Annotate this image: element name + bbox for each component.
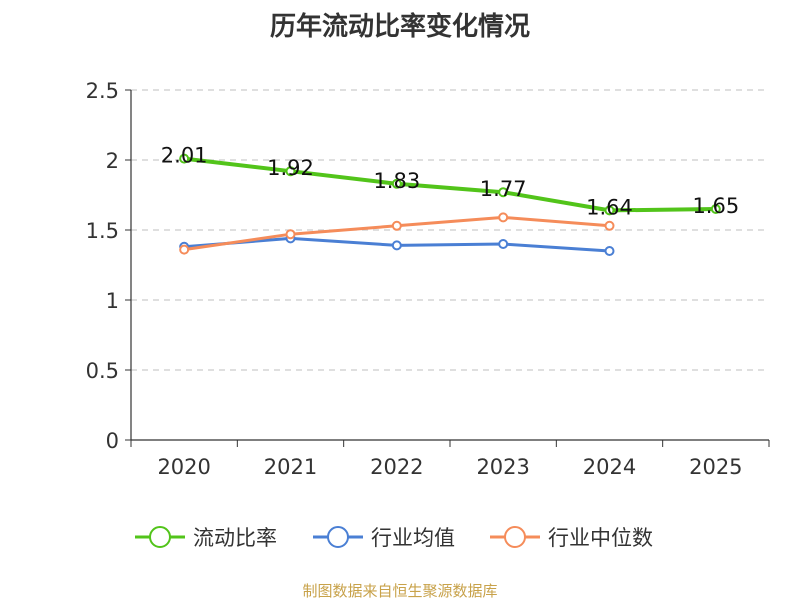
x-tick-label: 2022 xyxy=(370,455,423,479)
data-label: 2.01 xyxy=(161,144,208,168)
data-point xyxy=(391,240,402,251)
data-point xyxy=(498,212,509,223)
x-tick-label: 2024 xyxy=(583,455,636,479)
x-tick-label: 2025 xyxy=(689,455,742,479)
data-label: 1.64 xyxy=(586,195,633,219)
data-point xyxy=(604,220,615,231)
data-point xyxy=(498,187,509,198)
y-tick-label: 2.5 xyxy=(86,79,119,103)
x-tick-label: 2023 xyxy=(476,455,529,479)
legend-label: 行业中位数 xyxy=(548,526,653,550)
data-point xyxy=(604,246,615,256)
y-tick-label: 0 xyxy=(106,429,119,453)
data-point xyxy=(604,205,615,216)
y-tick-label: 2 xyxy=(106,149,119,173)
chart-title: 历年流动比率变化情况 xyxy=(269,12,530,42)
y-tick-label: 1.5 xyxy=(86,219,119,243)
data-label: 1.77 xyxy=(480,177,527,201)
source-note: 制图数据来自恒生聚源数据库 xyxy=(302,582,498,600)
data-point xyxy=(179,244,190,255)
data-label: 1.83 xyxy=(373,169,420,193)
data-point xyxy=(498,239,509,249)
data-point xyxy=(285,166,296,177)
x-tick-label: 2021 xyxy=(264,455,317,479)
legend-marker xyxy=(504,526,526,548)
data-label: 1.65 xyxy=(692,194,739,218)
data-point xyxy=(179,153,190,164)
data-point xyxy=(391,178,402,189)
series-line-1 xyxy=(183,156,716,213)
legend-marker xyxy=(149,526,171,548)
y-tick-label: 1 xyxy=(106,289,119,313)
legend-marker xyxy=(327,526,349,548)
x-tick-label: 2020 xyxy=(157,455,210,479)
data-point xyxy=(285,229,296,240)
data-point xyxy=(710,204,721,214)
data-label: 1.92 xyxy=(267,156,314,180)
legend-label: 行业均值 xyxy=(371,526,455,550)
legend-label: 流动比率 xyxy=(193,526,277,550)
data-point xyxy=(391,220,402,231)
y-tick-label: 0.5 xyxy=(86,359,119,383)
